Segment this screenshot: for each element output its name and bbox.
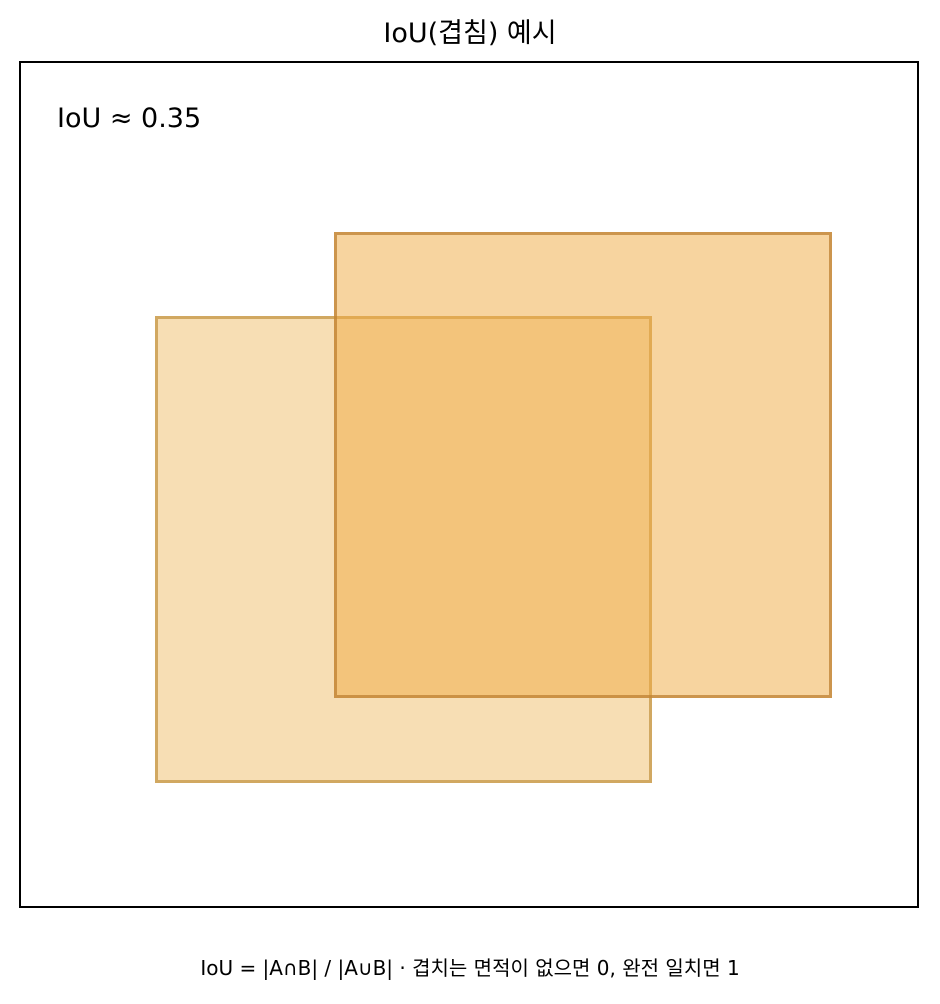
iou-value-label: IoU ≈ 0.35 — [57, 103, 202, 134]
diagram-title: IoU(겹침) 예시 — [383, 18, 557, 49]
plot-frame: IoU ≈ 0.35 — [19, 61, 919, 908]
bounding-box-b — [334, 232, 832, 698]
formula-caption: IoU = |A∩B| / |A∪B| · 겹치는 면적이 없으면 0, 완전 … — [200, 956, 740, 980]
